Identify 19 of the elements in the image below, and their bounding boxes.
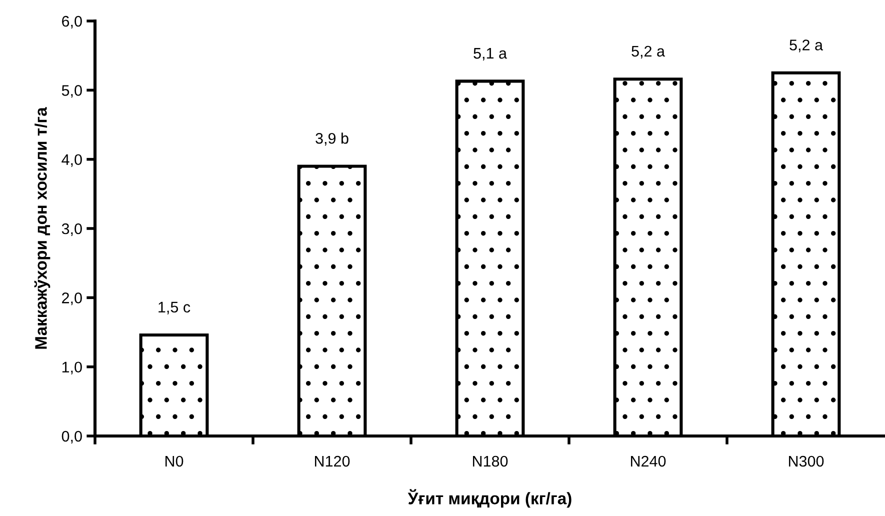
x-tick-label: N0: [165, 456, 184, 467]
data-label: 3,9 b: [316, 132, 348, 146]
y-tick-label: 1,0: [62, 362, 82, 374]
y-tick-label: 5,0: [62, 85, 82, 98]
data-label: 1,5 c: [158, 302, 190, 314]
data-label: 5,2 a: [632, 46, 665, 58]
x-axis-title: Ўғит миқдори (кг/га): [408, 489, 572, 508]
x-tick-label: N180: [472, 456, 508, 467]
y-tick-label: 6,0: [62, 16, 82, 28]
x-tick-label: N300: [788, 456, 824, 467]
y-tick-label: 3,0: [62, 223, 82, 236]
y-tick-label: 4,0: [62, 154, 82, 167]
y-axis-title: Маккажўхори дон хосили т/га: [34, 107, 50, 349]
x-tick-label: N120: [314, 456, 350, 467]
data-label: 5,2 a: [790, 40, 823, 52]
data-label: 5,1 a: [474, 48, 507, 61]
x-tick-label: N240: [630, 456, 666, 467]
y-tick-label: 0,0: [62, 430, 82, 444]
y-tick-label: 2,0: [62, 292, 82, 306]
